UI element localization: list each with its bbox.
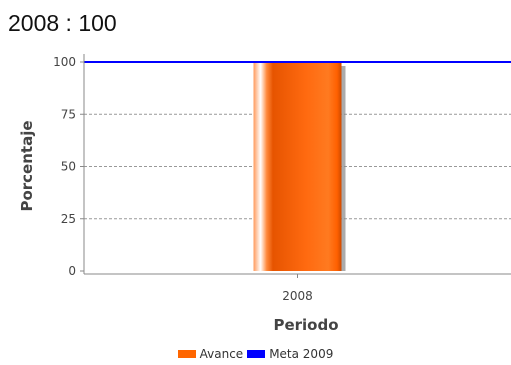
bar-layer [253, 62, 346, 271]
chart-plot: 0 25 50 75 100 2008 Periodo Porcentaje [18, 54, 511, 334]
y-tick-label-50: 50 [61, 160, 76, 174]
legend: Avance Meta 2009 [0, 347, 511, 361]
legend-label-meta: Meta 2009 [269, 347, 334, 361]
y-tick-label-100: 100 [53, 55, 76, 69]
legend-item-avance: Avance [177, 347, 244, 361]
legend-item-meta: Meta 2009 [247, 347, 333, 361]
y-tick-label-0: 0 [68, 264, 76, 278]
legend-swatch-avance [177, 350, 196, 358]
bar-avance-2008 [253, 62, 342, 271]
y-axis-label: Porcentaje [18, 120, 36, 211]
y-tick-layer: 0 25 50 75 100 [53, 55, 84, 278]
x-tick-layer: 2008 [282, 274, 313, 303]
legend-label-avance: Avance [199, 347, 244, 361]
x-axis-label: Periodo [273, 316, 338, 334]
y-tick-label-25: 25 [61, 212, 76, 226]
legend-swatch-meta [247, 350, 266, 358]
x-tick-label-2008: 2008 [282, 289, 313, 303]
y-tick-label-75: 75 [61, 107, 76, 121]
chart-title: 2008 : 100 [8, 10, 117, 36]
